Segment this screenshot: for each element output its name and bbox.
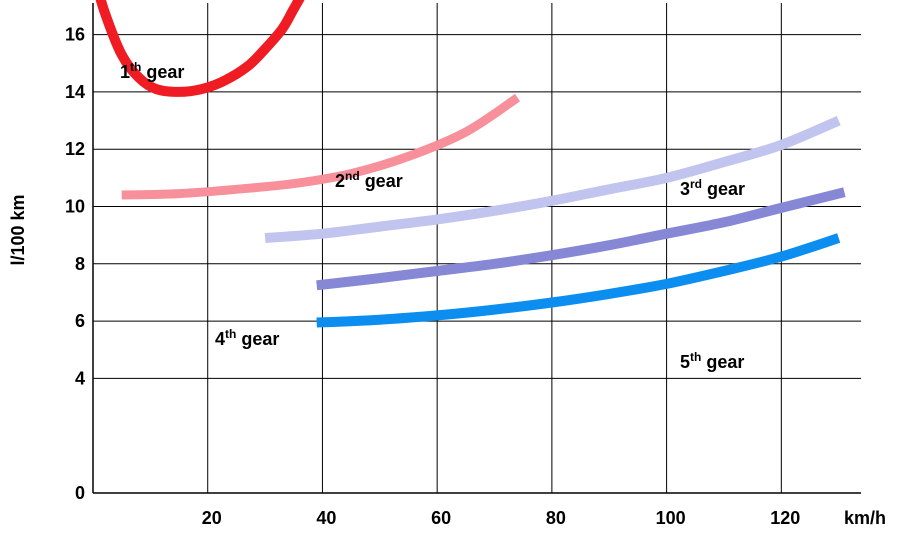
x-axis-label: km/h [844, 508, 886, 528]
series-label-suffix: th [690, 350, 701, 364]
grid [93, 3, 861, 494]
tick-labels: 0468101214161820406080100120 [65, 25, 800, 528]
series-label-number: 2 [335, 171, 345, 191]
x-tick-label: 60 [431, 508, 451, 528]
y-tick-label: 0 [75, 483, 85, 503]
series-line-3rd-gear [264, 115, 841, 243]
y-tick-label: 16 [65, 25, 85, 45]
series-label-text: gear [360, 171, 403, 191]
series-label-suffix: nd [345, 169, 360, 183]
series-label-2nd-gear: 2nd gear [335, 169, 403, 191]
y-tick-label: 12 [65, 139, 85, 159]
series-label-suffix: th [130, 60, 141, 74]
series-label-number: 1 [120, 62, 130, 82]
series-label-text: gear [236, 329, 279, 349]
y-axis-label: l/100 km [8, 194, 28, 265]
series-label-3rd-gear: 3rd gear [680, 177, 745, 199]
y-tick-label: 6 [75, 311, 85, 331]
x-tick-label: 20 [202, 508, 222, 528]
series-line-2nd-gear [121, 93, 521, 200]
series-label-suffix: rd [690, 177, 702, 191]
series-label-text: gear [701, 352, 744, 372]
series-line-1th-gear [95, 0, 305, 97]
series-label-4th-gear: 4th gear [215, 327, 279, 349]
series-label-number: 5 [680, 352, 690, 372]
y-tick-label: 10 [65, 197, 85, 217]
x-tick-label: 80 [546, 508, 566, 528]
y-tick-label: 8 [75, 254, 85, 274]
y-tick-label: 14 [65, 82, 85, 102]
x-tick-label: 100 [656, 508, 686, 528]
series-line-4th-gear [316, 187, 846, 291]
series-label-text: gear [702, 179, 745, 199]
y-tick-label: 4 [75, 368, 85, 388]
series-label-number: 4 [215, 329, 225, 349]
series-line-5th-gear [316, 233, 841, 328]
series-label-suffix: th [225, 327, 236, 341]
series-label-1th-gear: 1th gear [120, 60, 184, 82]
series-label-number: 3 [680, 179, 690, 199]
axes [92, 3, 861, 494]
x-tick-label: 120 [770, 508, 800, 528]
series-lines [95, 0, 846, 328]
series-label-text: gear [141, 62, 184, 82]
x-tick-label: 40 [316, 508, 336, 528]
series-label-5th-gear: 5th gear [680, 350, 744, 372]
